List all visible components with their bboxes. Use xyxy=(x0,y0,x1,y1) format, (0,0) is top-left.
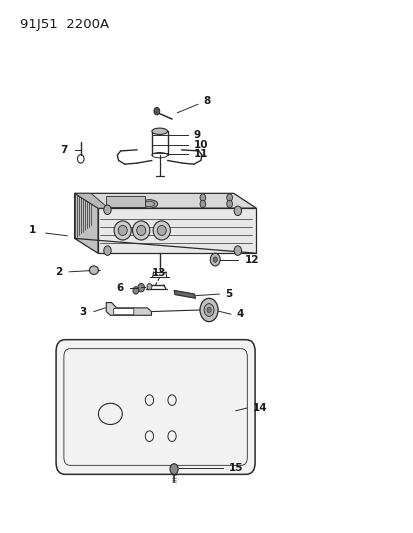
Text: 8: 8 xyxy=(203,96,211,106)
Text: 15: 15 xyxy=(228,463,242,473)
Circle shape xyxy=(199,194,205,201)
Polygon shape xyxy=(74,193,98,253)
Circle shape xyxy=(234,246,241,255)
Ellipse shape xyxy=(136,225,145,236)
Circle shape xyxy=(104,205,111,215)
Circle shape xyxy=(199,298,218,321)
Circle shape xyxy=(133,287,138,294)
Polygon shape xyxy=(106,303,151,316)
Polygon shape xyxy=(98,208,256,253)
Circle shape xyxy=(104,246,111,255)
Circle shape xyxy=(138,284,144,292)
FancyBboxPatch shape xyxy=(56,340,254,474)
Circle shape xyxy=(147,284,152,290)
Polygon shape xyxy=(74,193,256,208)
Ellipse shape xyxy=(118,225,127,236)
Text: 12: 12 xyxy=(244,255,259,264)
Ellipse shape xyxy=(132,221,150,240)
Ellipse shape xyxy=(157,225,166,236)
Circle shape xyxy=(234,206,241,216)
Text: 13: 13 xyxy=(151,268,166,278)
Circle shape xyxy=(210,253,220,266)
Text: 10: 10 xyxy=(193,140,208,150)
Circle shape xyxy=(154,108,159,115)
Text: 2: 2 xyxy=(55,267,62,277)
Text: 4: 4 xyxy=(236,309,243,319)
Ellipse shape xyxy=(152,128,167,134)
Ellipse shape xyxy=(114,221,131,240)
FancyBboxPatch shape xyxy=(114,309,133,315)
Circle shape xyxy=(199,200,205,208)
Text: 14: 14 xyxy=(252,403,267,413)
Polygon shape xyxy=(174,290,195,298)
Ellipse shape xyxy=(141,200,157,208)
Polygon shape xyxy=(74,193,108,208)
Ellipse shape xyxy=(89,266,98,274)
Circle shape xyxy=(206,308,211,313)
Text: 7: 7 xyxy=(60,145,68,155)
Text: 5: 5 xyxy=(225,289,232,299)
Circle shape xyxy=(226,200,232,208)
Text: 6: 6 xyxy=(116,282,123,293)
Circle shape xyxy=(204,304,214,317)
Text: 9: 9 xyxy=(193,130,200,140)
Circle shape xyxy=(213,257,217,262)
Ellipse shape xyxy=(114,198,131,206)
FancyBboxPatch shape xyxy=(106,196,145,207)
Ellipse shape xyxy=(128,198,145,206)
Text: 3: 3 xyxy=(79,306,87,317)
Ellipse shape xyxy=(153,221,170,240)
Text: 1: 1 xyxy=(29,225,36,236)
Circle shape xyxy=(226,194,232,201)
Circle shape xyxy=(170,464,178,474)
Text: 91J51  2200A: 91J51 2200A xyxy=(20,18,109,31)
Text: 11: 11 xyxy=(193,149,208,159)
